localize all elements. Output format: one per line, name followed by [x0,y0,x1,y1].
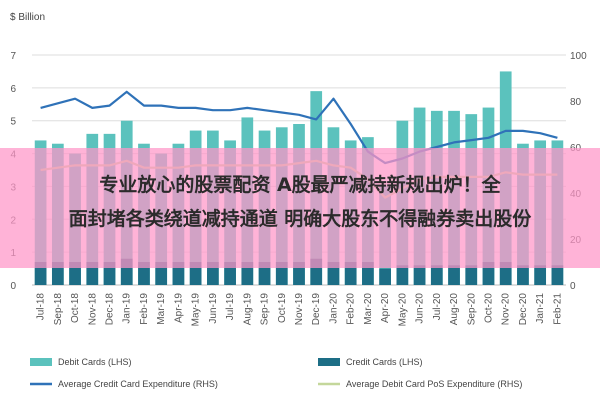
x-tick-label: Oct-20 [483,293,494,323]
bar-credit-cards [103,262,116,285]
x-tick-label: May-20 [397,293,408,327]
x-tick-label: Apr-19 [173,293,184,323]
x-tick-label: Feb-21 [552,293,563,325]
bar-credit-cards [499,262,512,285]
x-tick-label: Sep-18 [53,293,64,326]
x-tick-label: Aug-19 [242,293,253,326]
x-tick-label: Jul-20 [432,293,443,321]
x-tick-label: Jan-20 [328,293,339,324]
left-tick-label: 5 [10,117,16,128]
x-tick-label: May-19 [191,293,202,327]
right-tick-label: 100 [570,51,587,62]
bar-credit-cards [482,262,495,285]
promo-banner-overlay: 专业放心的股票配资 A股最严减持新规出炉！全 面封堵各类绕道减持通道 明确大股东… [0,148,600,268]
x-tick-label: Mar-20 [363,293,374,325]
bar-credit-cards [448,265,460,285]
left-axis-unit-label: $ Billion [10,12,45,23]
bar-credit-cards [189,262,202,285]
bar-credit-cards [310,258,323,285]
x-tick-label: Aug-20 [449,293,460,326]
legend-label: Credit Cards (LHS) [346,357,423,367]
bar-credit-cards [120,258,133,285]
bar-credit-cards [51,262,64,285]
bar-credit-cards [275,262,288,285]
bar-credit-cards [224,262,236,285]
x-tick-label: Sep-20 [466,293,477,326]
x-tick-label: Nov-19 [294,293,305,326]
x-tick-label: Sep-19 [260,293,271,326]
legend-label: Average Credit Card Expenditure (RHS) [58,379,218,389]
line-avg-credit-card-expenditure [40,90,558,165]
x-tick-label: Jul-19 [225,293,236,321]
x-axis-ticks: Jul-18 Sep-18 Oct-18 Nov-18 Dec-18 Jan-19 Feb-… [36,293,564,327]
bar-credit-cards [34,262,47,285]
legend-swatch [318,358,340,366]
x-tick-label: Nov-20 [501,293,512,326]
bar-credit-cards [241,262,254,285]
x-tick-label: Jul-18 [36,293,47,321]
x-tick-label: Nov-18 [87,293,98,326]
x-tick-label: Dec-20 [518,293,529,326]
bar-credit-cards [362,262,374,285]
bar-credit-cards [155,262,168,285]
bar-credit-cards [86,262,99,285]
bar-credit-cards [172,262,185,285]
x-tick-label: Oct-18 [70,293,81,323]
x-tick-label: Apr-20 [380,293,391,323]
bar-credit-cards [69,262,81,285]
bar-credit-cards [517,265,529,285]
bar-credit-cards [258,262,271,285]
legend-label: Average Debit Card PoS Expenditure (RHS) [346,379,522,389]
legend-swatch [30,358,52,366]
x-tick-label: Mar-19 [156,293,167,325]
left-tick-label: 7 [10,51,16,62]
x-tick-label: Oct-19 [277,293,288,323]
banner-line-2: 面封堵各类绕道减持通道 明确大股东不得融券卖出股份 [68,208,532,230]
x-tick-label: Jun-19 [208,293,219,324]
banner-line-1: 专业放心的股票配资 A股最严减持新规出炉！全 [99,174,501,196]
left-tick-label: 0 [10,281,16,292]
right-tick-label: 80 [570,97,582,108]
bar-credit-cards [207,262,219,285]
bar-credit-cards [465,265,478,285]
bar-credit-cards [344,262,357,285]
x-tick-label: Jan-21 [535,293,546,324]
bar-credit-cards [534,265,547,285]
bar-credit-cards [327,262,340,285]
x-tick-label: Feb-19 [139,293,150,325]
right-tick-label: 0 [570,281,576,292]
bar-credit-cards [430,265,443,285]
x-tick-label: Feb-20 [346,293,357,325]
legend: Debit Cards (LHS) Credit Cards (LHS) Avera… [30,357,522,389]
bar-credit-cards [293,262,305,285]
legend-label: Debit Cards (LHS) [58,357,132,367]
x-tick-label: Jan-19 [122,293,133,324]
x-tick-label: Jun-20 [415,293,426,324]
bar-credit-cards [138,262,150,285]
bar-credit-cards [379,268,391,285]
bar-credit-cards [396,265,409,285]
x-tick-label: Dec-19 [311,293,322,326]
left-tick-label: 6 [10,84,16,95]
bar-credit-cards [413,265,426,285]
bar-credit-cards [551,265,564,285]
x-tick-label: Dec-18 [105,293,116,326]
